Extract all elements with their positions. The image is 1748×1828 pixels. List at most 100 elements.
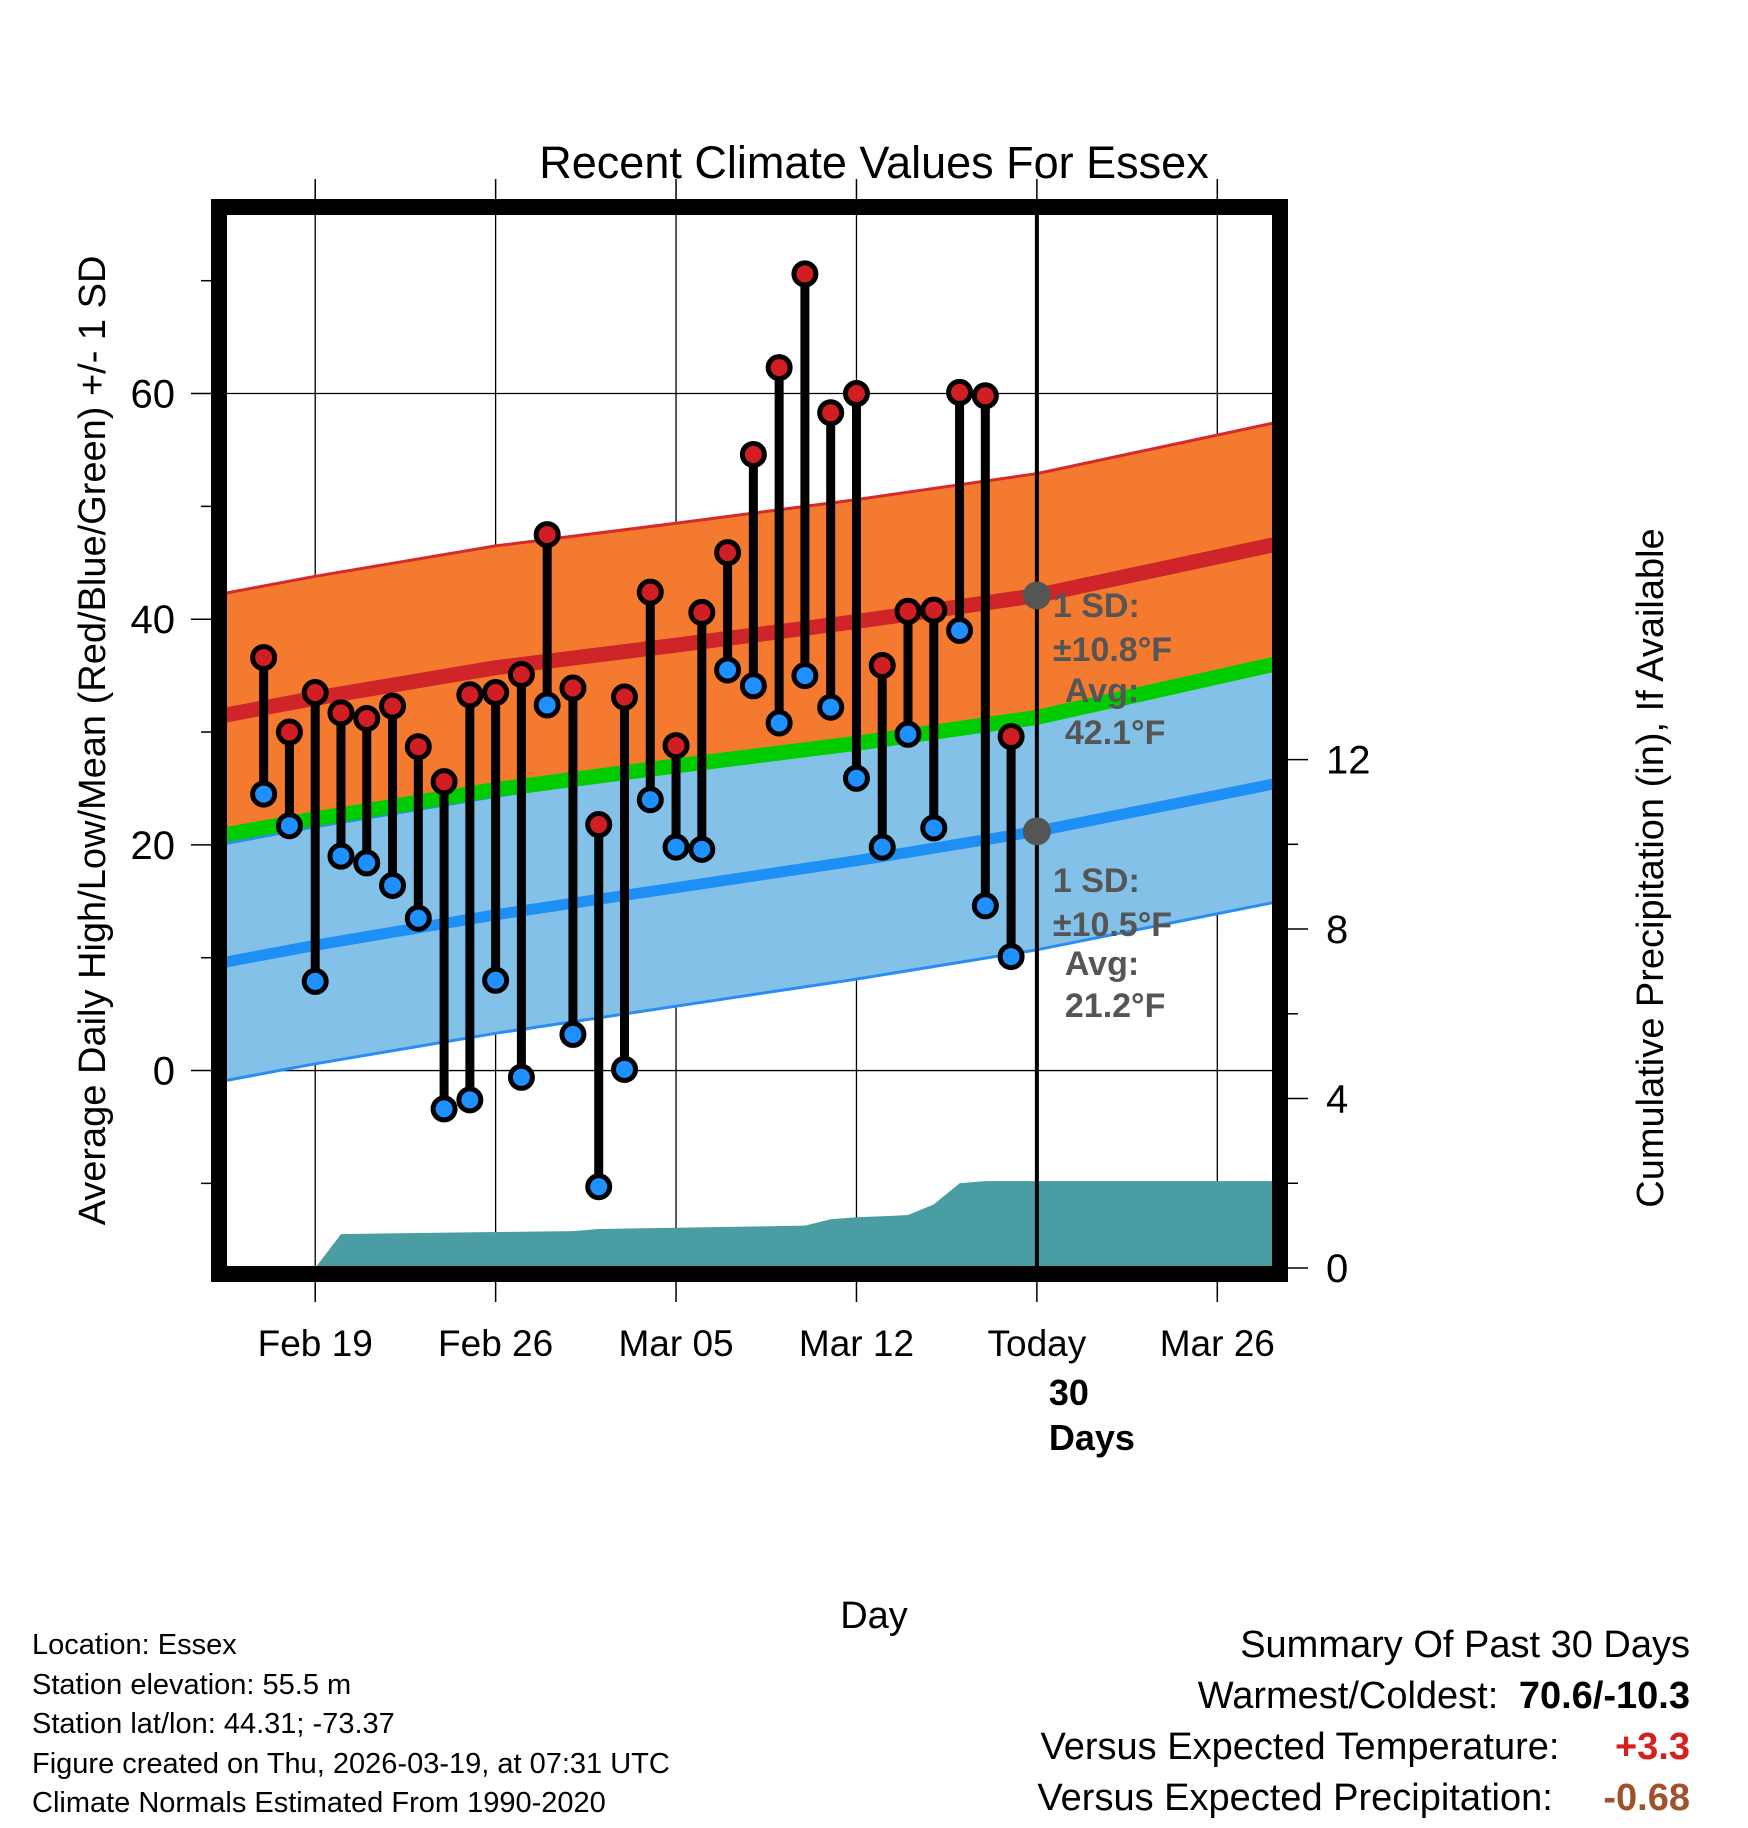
high-avg-value: 42.1°F	[1065, 714, 1166, 752]
y-tick-label: 60	[131, 373, 176, 417]
daily-high-point	[379, 692, 407, 720]
daily-low-point	[456, 1086, 484, 1114]
daily-high-point	[817, 399, 845, 427]
daily-low-point	[430, 1095, 458, 1123]
latlon-text: Station lat/lon: 44.31; -73.37	[32, 1708, 395, 1740]
daily-high-point	[765, 354, 793, 382]
y2-tick-label: 0	[1326, 1247, 1348, 1291]
warm-cold-value: 70.6/-10.3	[1518, 1675, 1690, 1717]
daily-high-point	[610, 683, 638, 711]
daily-high-point	[997, 723, 1025, 751]
x-tick-label: Today	[988, 1323, 1087, 1364]
daily-high-point	[353, 704, 381, 732]
precip-anomaly-value: -0.68	[1603, 1777, 1690, 1819]
daily-high-point	[559, 674, 587, 702]
y2-axis-label: Cumulative Precipitation (in), If Availa…	[1630, 528, 1672, 1207]
daily-low-point	[250, 780, 278, 808]
daily-high-point	[894, 597, 922, 625]
y2-tick-label: 12	[1326, 739, 1371, 783]
summary-panel: Summary Of Past 30 Days Warmest/Coldest:…	[1037, 1620, 1690, 1824]
daily-high-point	[636, 578, 664, 606]
plot-frame	[211, 199, 1288, 1282]
daily-high-point	[971, 382, 999, 410]
high-sd-label: 1 SD:	[1053, 587, 1140, 625]
daily-low-point	[739, 672, 767, 700]
x-tick-label: Feb 19	[258, 1323, 373, 1364]
low-avg-label: Avg:	[1065, 945, 1139, 983]
daily-low-point	[559, 1020, 587, 1048]
low-sd-label: 1 SD:	[1053, 862, 1140, 900]
daily-temperatures	[250, 260, 1051, 1201]
daily-high-point	[662, 732, 690, 760]
summary-title: Summary Of Past 30 Days	[1240, 1624, 1690, 1666]
daily-low-point	[868, 833, 896, 861]
y2-tick-label: 8	[1326, 908, 1348, 952]
location-text: Location: Essex	[32, 1629, 237, 1661]
daily-low-point	[507, 1063, 535, 1091]
daily-low-point	[765, 709, 793, 737]
daily-low-point	[997, 943, 1025, 971]
chart-title: Recent Climate Values For Essex	[539, 137, 1209, 188]
daily-high-point	[842, 380, 870, 408]
warm-cold-label: Warmest/Coldest:	[1197, 1675, 1499, 1717]
chart-labels: Feb 19 Feb 26 Mar 05 Mar 12 Today Mar 26 0 20 40…	[72, 137, 1672, 1637]
daily-high-point	[585, 811, 613, 839]
daily-low-point	[920, 814, 948, 842]
daily-low-point	[946, 616, 974, 644]
daily-high-point	[868, 651, 896, 679]
low-sd-value: ±10.5°F	[1053, 906, 1172, 944]
daily-low-point	[714, 656, 742, 684]
x-tick-label: Feb 26	[438, 1323, 553, 1364]
precip-row: Versus Expected Precipitation: -0.68	[1037, 1773, 1690, 1824]
high-avg-label: Avg:	[1065, 672, 1139, 710]
daily-low-point	[379, 871, 407, 899]
daily-low-point	[404, 904, 432, 932]
daily-high-point	[275, 718, 303, 746]
y2-tick-label: 4	[1326, 1078, 1348, 1122]
daily-high-point	[688, 598, 716, 626]
daily-high-point	[507, 660, 535, 688]
daily-high-point	[456, 681, 484, 709]
created-text: Figure created on Thu, 2026-03-19, at 07…	[32, 1747, 670, 1780]
normal-low-marker	[1022, 817, 1051, 846]
daily-high-point	[430, 768, 458, 796]
daily-low-point	[662, 833, 690, 861]
daily-low-point	[327, 842, 355, 870]
normals-text: Climate Normals Estimated From 1990-2020	[32, 1787, 606, 1819]
x-tick-label: Mar 26	[1160, 1323, 1275, 1364]
daily-high-point	[791, 260, 819, 288]
daily-low-point	[610, 1055, 638, 1083]
y-axis-label: Average Daily High/Low/Mean (Red/Blue/Gr…	[72, 256, 114, 1226]
daily-high-point	[533, 521, 561, 549]
daily-high-point	[404, 733, 432, 761]
x-tick-label: Mar 12	[799, 1323, 914, 1364]
daily-high-point	[301, 679, 329, 707]
daily-high-point	[482, 679, 510, 707]
daily-low-point	[971, 892, 999, 920]
temp-anomaly-value: +3.3	[1614, 1726, 1690, 1768]
high-sd-value: ±10.8°F	[1053, 631, 1172, 669]
daily-low-point	[301, 967, 329, 995]
temp-row: Versus Expected Temperature: +3.3	[1037, 1722, 1690, 1773]
daily-low-point	[533, 691, 561, 719]
station-info: Location: Essex Station elevation: 55.5 …	[32, 1626, 670, 1824]
y-tick-label: 20	[131, 824, 176, 868]
daily-low-point	[585, 1173, 613, 1201]
daily-high-point	[920, 596, 948, 624]
daily-high-point	[946, 378, 974, 406]
x-tick-label: Mar 05	[618, 1323, 733, 1364]
daily-low-point	[817, 693, 845, 721]
axes	[191, 179, 1308, 1302]
daily-low-point	[353, 849, 381, 877]
daily-high-point	[714, 539, 742, 567]
warm-cold-row: Warmest/Coldest: 70.6/-10.3	[1037, 1671, 1690, 1722]
daily-low-point	[636, 786, 664, 814]
daily-low-point	[275, 812, 303, 840]
precip-label: Versus Expected Precipitation:	[1037, 1777, 1553, 1819]
y-tick-label: 40	[131, 598, 176, 642]
daily-low-point	[482, 966, 510, 994]
daily-high-point	[739, 440, 767, 468]
daily-high-point	[327, 699, 355, 727]
daily-high-point	[250, 644, 278, 672]
